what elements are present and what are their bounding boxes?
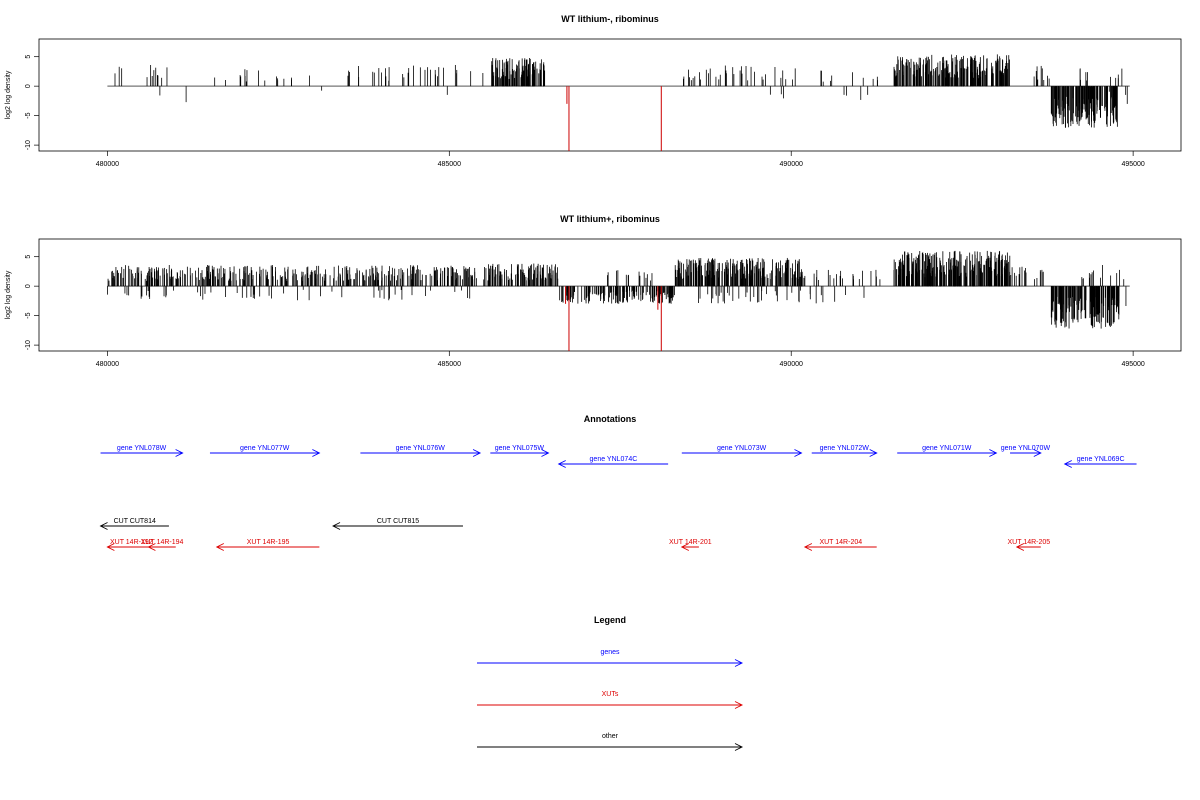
axis-ticks-lithium-minus: 480000 485000 490000 495000 5 0 -5 -10 [25, 55, 1145, 168]
legend-arrow-head [734, 701, 744, 709]
annotation-label: XUT 14R-204 [819, 539, 862, 546]
annotation-arrow-head [106, 543, 115, 551]
annotation-label: gene YNL074C [590, 456, 638, 463]
legend-item: other [477, 733, 744, 751]
y-tick-label: 0 [25, 84, 32, 88]
cut-annotations: CUT CUT814 CUT CUT815 [99, 518, 463, 530]
annotation-label: gene YNL075W [495, 445, 545, 452]
gene-arrow: gene YNL069C [1063, 456, 1137, 468]
xut-arrow: XUT 14R-195 [215, 539, 320, 551]
xut-arrow: XUT 14R-192 [106, 539, 156, 551]
annotation-label: gene YNL073W [717, 445, 767, 452]
x-tick-label: 495000 [1121, 361, 1144, 368]
annotation-label: gene YNL077W [240, 445, 290, 452]
annotation-label: gene YNL072W [820, 445, 870, 452]
annotation-arrow-head [557, 460, 566, 468]
plot-frame-lithium-plus [38, 238, 1182, 352]
annotation-label: XUT 14R-195 [247, 539, 290, 546]
legend-label: other [602, 733, 619, 740]
legend: genes XUTs other [477, 649, 744, 751]
track-panel-lithium-minus: WT lithium-, ribominus log2 log density … [5, 14, 1182, 168]
y-axis-label-lithium-plus: log2 log density [5, 270, 12, 319]
x-tick-label: 490000 [780, 161, 803, 168]
annotation-arrow-head [680, 543, 690, 551]
gene-arrow: gene YNL071W [897, 445, 998, 457]
legend-label: genes [600, 649, 620, 656]
x-tick-label: 495000 [1121, 161, 1144, 168]
annotations-title: Annotations [584, 414, 637, 424]
y-tick-label: -5 [25, 112, 32, 118]
annotation-arrow-head [99, 522, 108, 530]
y-tick-label: -5 [25, 312, 32, 318]
plot-frame-lithium-minus [38, 38, 1182, 152]
annotation-label: CUT CUT814 [114, 518, 156, 525]
gene-arrow: gene YNL070W [1001, 445, 1051, 457]
gene-arrow: gene YNL074C [557, 456, 669, 468]
annotation-label: gene YNL078W [117, 445, 167, 452]
annotation-label: gene YNL069C [1077, 456, 1125, 463]
annotation-arrow-head [312, 449, 321, 457]
x-tick-label: 480000 [96, 161, 119, 168]
annotation-arrow-head [794, 449, 803, 457]
annotation-arrow-head [1063, 460, 1072, 468]
xut-arrow: XUT 14R-194 [141, 539, 184, 551]
y-tick-label: -10 [25, 340, 32, 350]
track-title-lithium-minus: WT lithium-, ribominus [561, 14, 659, 24]
xut-arrow: XUT 14R-205 [1008, 539, 1051, 551]
annotation-label: XUT 14R-192 [110, 539, 153, 546]
y-tick-label: -10 [25, 140, 32, 150]
xut-arrow: XUT 14R-201 [669, 539, 712, 551]
y-tick-label: 5 [25, 255, 32, 259]
legend-arrow-head [734, 743, 744, 751]
gene-arrow: gene YNL077W [209, 445, 321, 457]
annotation-label: gene YNL076W [396, 445, 446, 452]
x-tick-label: 480000 [96, 361, 119, 368]
y-axis-label-lithium-minus: log2 log density [5, 70, 12, 119]
gene-arrow: gene YNL073W [681, 445, 803, 457]
legend-arrow-head [734, 659, 744, 667]
density-bars-lithium-plus [107, 250, 1130, 351]
x-tick-label: 490000 [780, 361, 803, 368]
x-tick-label: 485000 [438, 161, 461, 168]
cut-arrow: CUT CUT814 [99, 518, 169, 530]
cut-arrow: CUT CUT815 [332, 518, 463, 530]
gene-arrow: gene YNL076W [360, 445, 482, 457]
annotation-label: XUT 14R-201 [669, 539, 712, 546]
annotation-arrow-head [1033, 449, 1042, 457]
annotation-arrow-head [541, 449, 550, 457]
gene-arrow: gene YNL072W [811, 445, 878, 457]
legend-label: XUTs [602, 691, 619, 698]
annotation-arrow-head [175, 449, 184, 457]
annotation-label: gene YNL070W [1001, 445, 1051, 452]
annotation-label: XUT 14R-194 [141, 539, 184, 546]
density-bars-lithium-minus [107, 54, 1130, 151]
y-tick-label: 0 [25, 284, 32, 288]
y-tick-label: 5 [25, 55, 32, 59]
gene-annotations: gene YNL078W gene YNL077W gene YNL076W gene… [100, 445, 1137, 468]
axis-ticks-lithium-plus: 480000 485000 490000 495000 5 0 -5 -10 [25, 255, 1145, 368]
annotation-arrow-head [215, 543, 224, 551]
legend-item: genes [477, 649, 744, 667]
x-tick-label: 485000 [438, 361, 461, 368]
annotation-arrow-head [803, 543, 813, 551]
xut-arrow: XUT 14R-204 [803, 539, 877, 551]
annotation-arrow-head [869, 449, 878, 457]
annotation-arrow-head [147, 543, 156, 551]
annotation-arrow-head [1015, 543, 1025, 551]
gene-arrow: gene YNL075W [490, 445, 550, 457]
legend-title: Legend [594, 615, 626, 625]
annotation-arrow-head [989, 449, 998, 457]
annotation-label: gene YNL071W [922, 445, 972, 452]
legend-item: XUTs [477, 691, 744, 709]
annotation-arrow-head [472, 449, 482, 457]
track-title-lithium-plus: WT lithium+, ribominus [560, 214, 660, 224]
annotation-label: XUT 14R-205 [1008, 539, 1051, 546]
gene-arrow: gene YNL078W [100, 445, 184, 457]
annotation-arrow-head [332, 522, 341, 530]
track-panel-lithium-plus: WT lithium+, ribominus log2 log density … [5, 214, 1182, 368]
annotation-label: CUT CUT815 [377, 518, 419, 525]
